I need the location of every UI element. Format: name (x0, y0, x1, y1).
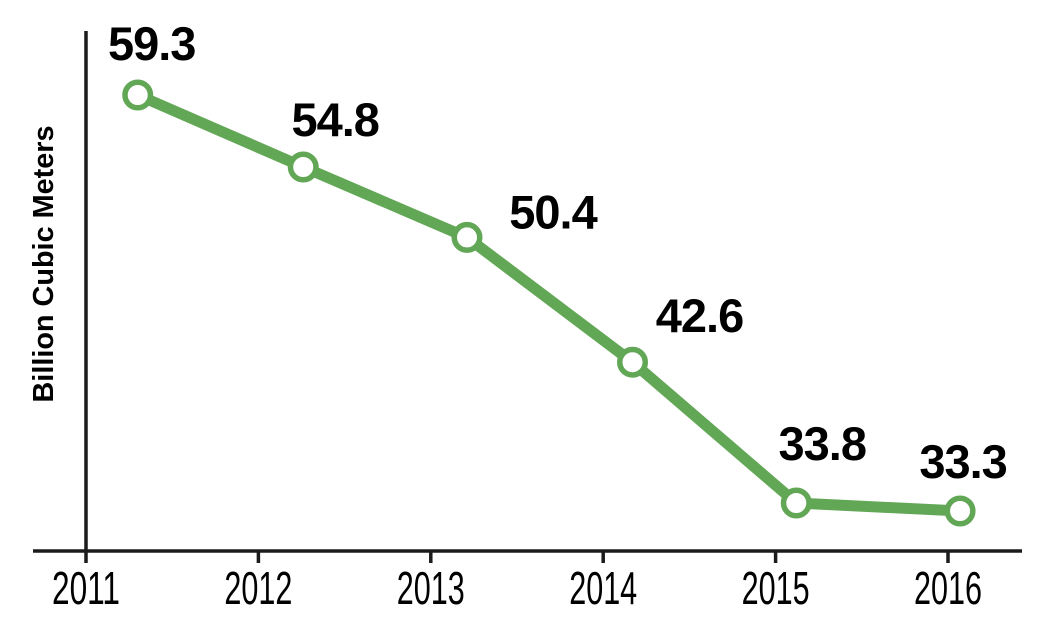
x-axis-ticks (84, 551, 950, 563)
data-point-marker (617, 346, 649, 378)
data-point-marker (287, 151, 319, 183)
data-point-label: 54.8 (291, 93, 378, 146)
data-labels: 59.3 54.8 50.4 42.6 33.8 33.3 (108, 17, 1008, 488)
series-polyline (132, 89, 966, 517)
data-point-label: 59.3 (108, 17, 195, 70)
x-tick-label: 2013 (397, 562, 465, 614)
data-point-label: 50.4 (509, 185, 597, 238)
x-tick-label: 2012 (224, 562, 292, 614)
data-point-marker (780, 487, 812, 519)
data-point-marker (122, 79, 154, 111)
axes (33, 31, 1022, 553)
data-point-marker (451, 221, 483, 253)
data-point-label: 33.3 (919, 435, 1006, 488)
data-series (122, 79, 976, 527)
x-tick-label: 2014 (569, 562, 637, 614)
data-point-label: 42.6 (656, 289, 743, 342)
y-axis-title: Billion Cubic Meters (28, 126, 60, 403)
x-tick-label: 2015 (742, 562, 810, 614)
data-point-marker (944, 495, 976, 527)
x-tick-label: 2016 (914, 562, 982, 614)
data-point-label: 33.8 (779, 417, 866, 470)
x-axis-tick-labels: 2011 2012 2013 2014 2015 2016 (52, 562, 982, 614)
x-tick-label: 2011 (52, 562, 120, 614)
